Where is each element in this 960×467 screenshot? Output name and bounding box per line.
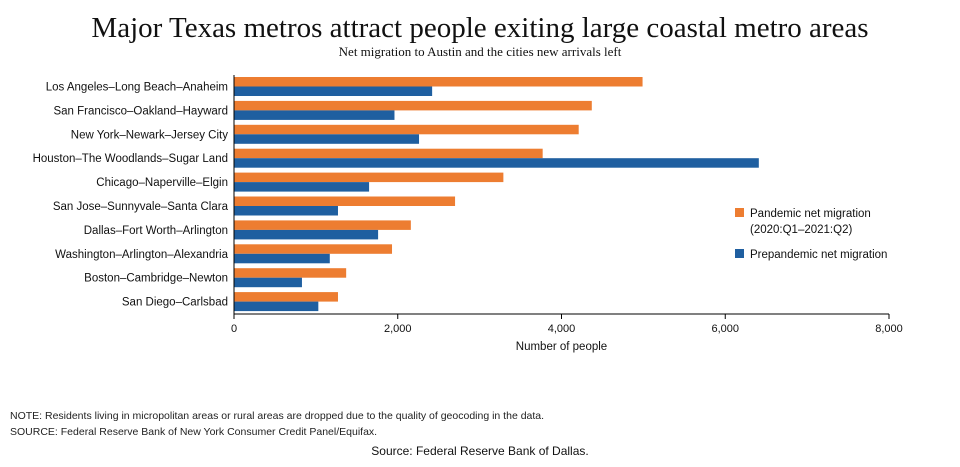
- bar-pandemic: [234, 172, 504, 183]
- bar-pandemic: [234, 220, 411, 230]
- category-label: Chicago–Naperville–Elgin: [96, 177, 228, 189]
- bar-prepandemic: [234, 301, 319, 312]
- bar-prepandemic: [234, 206, 338, 216]
- x-axis-label: Number of people: [516, 341, 607, 353]
- bar-pandemic: [234, 196, 456, 206]
- category-label: Houston–The Woodlands–Sugar Land: [33, 153, 228, 165]
- category-label: New York–Newark–Jersey City: [71, 129, 228, 141]
- source-note: SOURCE: Federal Reserve Bank of New York…: [10, 426, 378, 438]
- bar-prepandemic: [234, 86, 433, 96]
- bar-chart: Los Angeles–Long Beach–Anaheim San Franci…: [33, 75, 903, 353]
- bar-pandemic: [234, 292, 338, 302]
- bar-prepandemic: [234, 158, 759, 168]
- bar-prepandemic: [234, 277, 302, 288]
- category-label: Washington–Arlington–Alexandria: [55, 249, 228, 261]
- bar-pandemic: [234, 100, 592, 111]
- x-tick-label: 0: [231, 323, 237, 335]
- category-label: Los Angeles–Long Beach–Anaheim: [46, 82, 228, 94]
- bar-pandemic: [234, 124, 579, 135]
- credit-line: Source: Federal Reserve Bank of Dallas.: [371, 444, 589, 458]
- legend-swatch-prepandemic: [735, 249, 744, 258]
- legend-swatch-pandemic: [735, 208, 744, 217]
- bar-prepandemic: [234, 229, 379, 240]
- category-label: Dallas–Fort Worth–Arlington: [84, 225, 228, 237]
- chart-title: Major Texas metros attract people exitin…: [91, 12, 869, 44]
- bar-pandemic: [234, 244, 393, 254]
- footnote: NOTE: Residents living in micropolitan a…: [10, 410, 545, 422]
- legend-label: (2020:Q1–2021:Q2): [750, 224, 852, 236]
- bar-prepandemic: [234, 134, 420, 144]
- bar-pandemic: [234, 77, 643, 87]
- bar-prepandemic: [234, 110, 395, 120]
- bar-pandemic: [234, 268, 347, 278]
- x-tick-label: 8,000: [875, 323, 903, 335]
- bar-prepandemic: [234, 182, 370, 192]
- x-tick-label: 4,000: [548, 323, 576, 335]
- x-tick-label: 2,000: [384, 323, 412, 335]
- category-label: San Diego–Carlsbad: [122, 297, 228, 309]
- legend-label: Prepandemic net migration: [750, 249, 887, 261]
- category-label: San Jose–Sunnyvale–Santa Clara: [53, 201, 229, 213]
- bar-pandemic: [234, 148, 543, 159]
- category-label: San Francisco–Oakland–Hayward: [53, 105, 228, 117]
- legend-label: Pandemic net migration: [750, 208, 871, 220]
- category-label: Boston–Cambridge–Newton: [84, 273, 228, 285]
- chart-subtitle: Net migration to Austin and the cities n…: [338, 44, 622, 59]
- x-tick-label: 6,000: [711, 323, 739, 335]
- bar-prepandemic: [234, 253, 330, 264]
